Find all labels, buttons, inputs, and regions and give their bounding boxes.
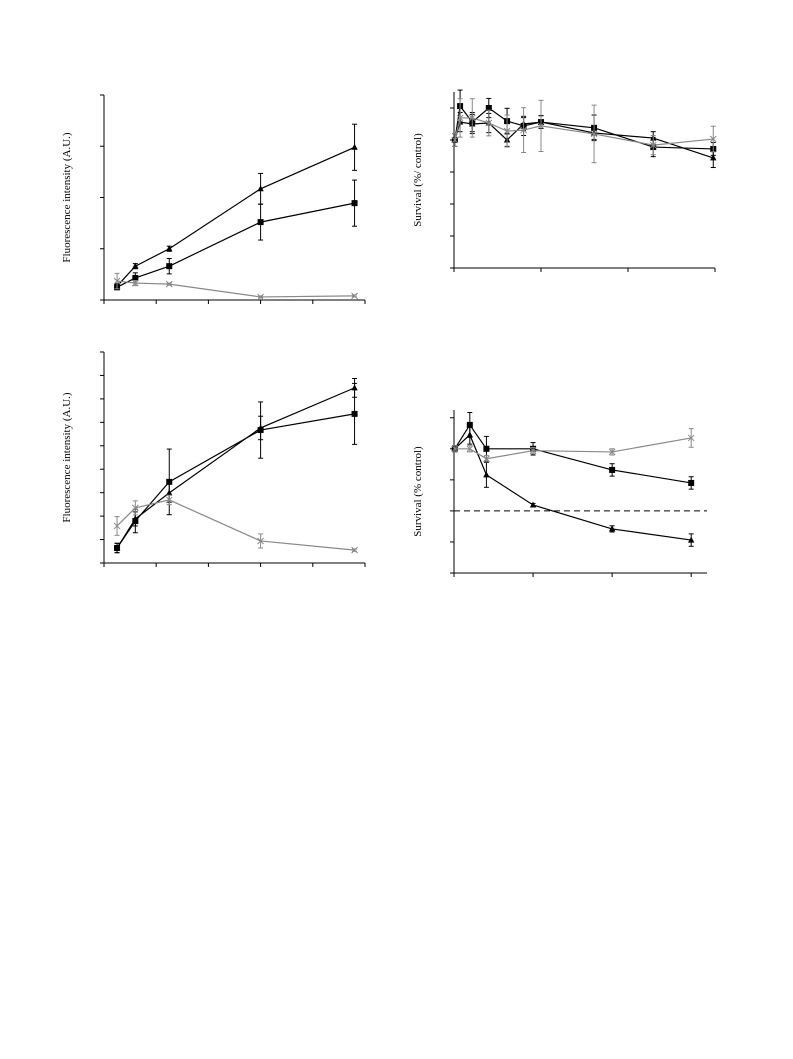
- marker: [257, 537, 264, 545]
- y-axis-label: Fluorescence intensity (A.U.): [61, 392, 73, 522]
- marker-stroke: [113, 277, 121, 285]
- marker-stroke: [351, 292, 358, 300]
- series-line: [454, 104, 714, 150]
- marker-stroke: [131, 504, 139, 512]
- series-line: [454, 117, 714, 146]
- marker-stroke: [503, 127, 511, 135]
- marker: [709, 135, 717, 143]
- marker: [257, 219, 264, 226]
- marker: [131, 504, 139, 512]
- marker-stroke: [451, 445, 459, 453]
- marker: [537, 122, 545, 130]
- marker: [165, 280, 173, 288]
- marker: [131, 279, 139, 287]
- marker: [609, 466, 616, 473]
- marker: [166, 478, 173, 485]
- y-axis-label: Fluorescence intensity (A.U.): [61, 132, 73, 262]
- chart: Fluorescence intensity (A.U.): [61, 94, 366, 304]
- series-line: [454, 121, 714, 159]
- marker: [351, 143, 358, 150]
- marker: [165, 496, 173, 504]
- marker: [485, 105, 492, 111]
- marker: [113, 522, 121, 530]
- marker-stroke: [608, 448, 616, 456]
- marker: [590, 130, 598, 138]
- series-line: [116, 387, 355, 549]
- marker: [483, 455, 490, 463]
- marker-stroke: [709, 135, 717, 143]
- marker: [351, 200, 358, 207]
- marker-stroke: [537, 122, 545, 130]
- marker-stroke: [131, 279, 139, 287]
- marker: [132, 262, 139, 269]
- marker: [468, 114, 476, 122]
- marker: [520, 126, 527, 134]
- marker: [529, 501, 537, 508]
- marker-stroke: [456, 114, 464, 122]
- marker: [483, 445, 490, 452]
- series-line: [116, 280, 355, 298]
- marker: [688, 479, 695, 486]
- marker-stroke: [468, 114, 476, 122]
- series-line: [454, 423, 692, 484]
- series-line: [116, 146, 355, 287]
- marker: [451, 445, 459, 453]
- marker-stroke: [257, 537, 264, 545]
- marker-stroke: [483, 455, 490, 463]
- marker: [529, 447, 537, 455]
- marker-stroke: [485, 119, 493, 127]
- marker-stroke: [520, 126, 527, 134]
- marker-stroke: [351, 546, 358, 554]
- marker: [687, 434, 695, 442]
- marker-stroke: [451, 136, 459, 144]
- marker-stroke: [165, 280, 173, 288]
- marker: [257, 185, 264, 192]
- marker-stroke: [529, 447, 537, 455]
- marker-stroke: [113, 522, 121, 530]
- marker: [710, 154, 717, 161]
- series-line: [454, 433, 692, 541]
- marker: [483, 471, 490, 478]
- chart: Survival (%/ control): [412, 89, 717, 272]
- marker: [257, 293, 264, 301]
- marker: [257, 427, 264, 434]
- marker-stroke: [590, 130, 598, 138]
- marker: [114, 544, 121, 551]
- marker-stroke: [466, 445, 474, 453]
- marker-stroke: [687, 434, 695, 442]
- marker: [351, 546, 358, 554]
- marker: [166, 263, 173, 270]
- marker: [113, 277, 121, 285]
- marker: [466, 431, 474, 438]
- marker: [466, 445, 474, 453]
- y-axis-label: Survival (%/ control): [412, 133, 424, 227]
- marker: [608, 448, 616, 456]
- marker: [456, 114, 464, 122]
- marker: [466, 421, 473, 428]
- y-axis-label: Survival (% control): [412, 446, 424, 537]
- marker: [351, 410, 358, 417]
- marker: [649, 141, 657, 149]
- series-line: [116, 499, 355, 551]
- series-line: [116, 413, 355, 549]
- marker-stroke: [165, 496, 173, 504]
- marker-stroke: [257, 293, 264, 301]
- marker: [687, 536, 695, 543]
- chart: Fluorescence intensity (A.U.): [61, 351, 366, 567]
- chart: Survival (% control): [412, 410, 707, 577]
- marker: [132, 518, 139, 525]
- series-line: [454, 437, 692, 460]
- marker: [451, 136, 459, 144]
- marker: [132, 274, 139, 281]
- marker: [608, 525, 616, 532]
- marker: [485, 119, 493, 127]
- marker-stroke: [649, 141, 657, 149]
- series-line: [116, 202, 355, 288]
- marker: [351, 292, 358, 300]
- marker: [503, 127, 511, 135]
- marker: [166, 245, 173, 252]
